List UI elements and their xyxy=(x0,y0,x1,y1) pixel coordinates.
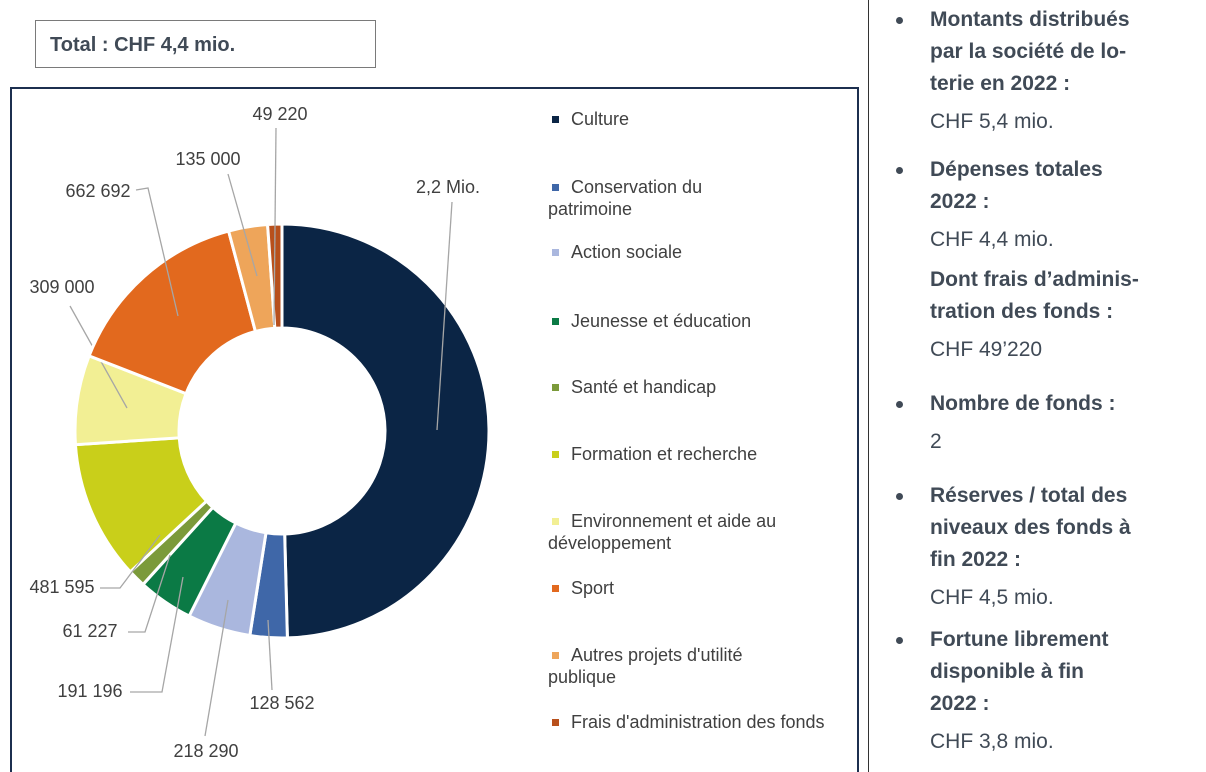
sidebar-item: Fortune librement disponible à fin 2022 : C… xyxy=(896,624,1200,758)
data-label: 128 562 xyxy=(249,693,314,713)
leader-line xyxy=(128,554,171,633)
sidebar-sub-value: CHF 49’220 xyxy=(930,338,1043,361)
donut-slice xyxy=(87,229,258,396)
legend-label: Culture xyxy=(571,109,630,129)
legend-swatch xyxy=(552,718,559,726)
legend-swatch xyxy=(552,317,559,325)
bullet xyxy=(896,17,903,24)
data-label: 49 220 xyxy=(252,104,307,124)
legend-item: Jeunesse et éducation xyxy=(548,310,818,332)
legend-item: Conservation du patrimoine xyxy=(548,176,758,220)
legend-swatch xyxy=(552,248,559,256)
data-label: 481 595 xyxy=(29,577,94,597)
legend-label: Formation et recherche xyxy=(571,444,758,464)
legend-item: Formation et recherche xyxy=(548,443,818,465)
sidebar-heading: Fortune librement xyxy=(930,628,1109,651)
data-label: 218 290 xyxy=(173,741,238,761)
donut-slice xyxy=(280,222,491,640)
legend-item: Environnement et aide au développement xyxy=(548,510,788,554)
leader-line xyxy=(135,187,179,317)
legend-item: Sport xyxy=(548,577,818,599)
sidebar-heading: terie en 2022 : xyxy=(930,72,1071,95)
sidebar-heading: fin 2022 : xyxy=(930,548,1022,571)
divider xyxy=(868,0,869,772)
sidebar-sub: Dont frais d’adminis-tration des fonds :… xyxy=(930,264,1200,366)
data-label: 191 196 xyxy=(57,681,122,701)
legend-label: Jeunesse et éducation xyxy=(571,311,752,331)
leader-line xyxy=(436,201,453,431)
data-label: 135 000 xyxy=(175,149,240,169)
sidebar-heading: niveaux des fonds à xyxy=(930,516,1131,539)
legend-item: Santé et handicap xyxy=(548,376,818,398)
sidebar-item: Dépenses totales 2022 : CHF 4,4 mio. Dont f… xyxy=(896,154,1200,366)
total-box: Total : CHF 4,4 mio. xyxy=(35,20,376,68)
sidebar-value: CHF 3,8 mio. xyxy=(930,730,1054,753)
legend-swatch xyxy=(552,584,559,592)
bullet xyxy=(896,167,903,174)
sidebar-value: CHF 4,5 mio. xyxy=(930,586,1054,609)
sidebar-value: 2 xyxy=(930,430,942,453)
sidebar-item: Montants distribués par la société de lo-… xyxy=(896,4,1200,138)
legend-swatch xyxy=(552,115,559,123)
legend-swatch xyxy=(552,517,559,525)
leader-line xyxy=(273,127,277,326)
sidebar-heading: Dépenses totales xyxy=(930,158,1103,181)
data-label: 309 000 xyxy=(29,277,94,297)
sidebar-heading: 2022 : xyxy=(930,692,990,715)
sidebar-heading: disponible à fin xyxy=(930,660,1085,683)
legend-swatch xyxy=(552,651,559,659)
legend-label: Environnement et aide au développement xyxy=(548,511,777,553)
leader-line xyxy=(100,534,161,589)
legend-swatch xyxy=(552,383,559,391)
sidebar-value: CHF 4,4 mio. xyxy=(930,228,1054,251)
legend-label: Conservation du patrimoine xyxy=(548,177,703,219)
chart: 2,2 Mio. 128 562 218 290 191 196 61 227 481 5… xyxy=(29,104,491,761)
leader-line xyxy=(130,576,184,693)
legend-item: Action sociale xyxy=(548,241,818,263)
sidebar-heading: par la société de lo- xyxy=(930,40,1127,63)
leader-line xyxy=(227,173,258,277)
sidebar-heading: Montants distribués xyxy=(930,8,1130,31)
legend-label: Frais d'administration des fonds xyxy=(571,712,825,732)
legend-label: Autres projets d'utilité publique xyxy=(548,645,743,687)
data-label: 2,2 Mio. xyxy=(416,177,480,197)
chart-frame xyxy=(10,87,859,772)
legend-swatch xyxy=(552,183,559,191)
legend-swatch xyxy=(552,450,559,458)
leader-line xyxy=(267,619,273,691)
sidebar-sub-heading: Dont frais d’adminis- xyxy=(930,268,1139,291)
sidebar-heading: 2022 : xyxy=(930,190,990,213)
sidebar-sub-heading: tration des fonds : xyxy=(930,300,1114,323)
sidebar-item: Nombre de fonds : 2 xyxy=(896,388,1200,458)
leader-line xyxy=(204,599,229,737)
bullet xyxy=(896,637,903,644)
legend-label: Action sociale xyxy=(571,242,683,262)
sidebar-heading: Nombre de fonds : xyxy=(930,392,1116,415)
sidebar-item: Réserves / total des niveaux des fonds à f… xyxy=(896,480,1200,614)
legend-label: Sport xyxy=(571,578,615,598)
legend-label: Santé et handicap xyxy=(571,377,717,397)
legend-item: Culture xyxy=(548,108,818,130)
data-label: 662 692 xyxy=(65,181,130,201)
bullet xyxy=(896,493,903,500)
sidebar-value: CHF 5,4 mio. xyxy=(930,110,1054,133)
legend-item: Frais d'administration des fonds xyxy=(548,711,828,733)
legend-item: Autres projets d'utilité publique xyxy=(548,644,788,688)
data-label: 61 227 xyxy=(62,621,117,641)
bullet xyxy=(896,401,903,408)
sidebar-heading: Réserves / total des xyxy=(930,484,1128,507)
